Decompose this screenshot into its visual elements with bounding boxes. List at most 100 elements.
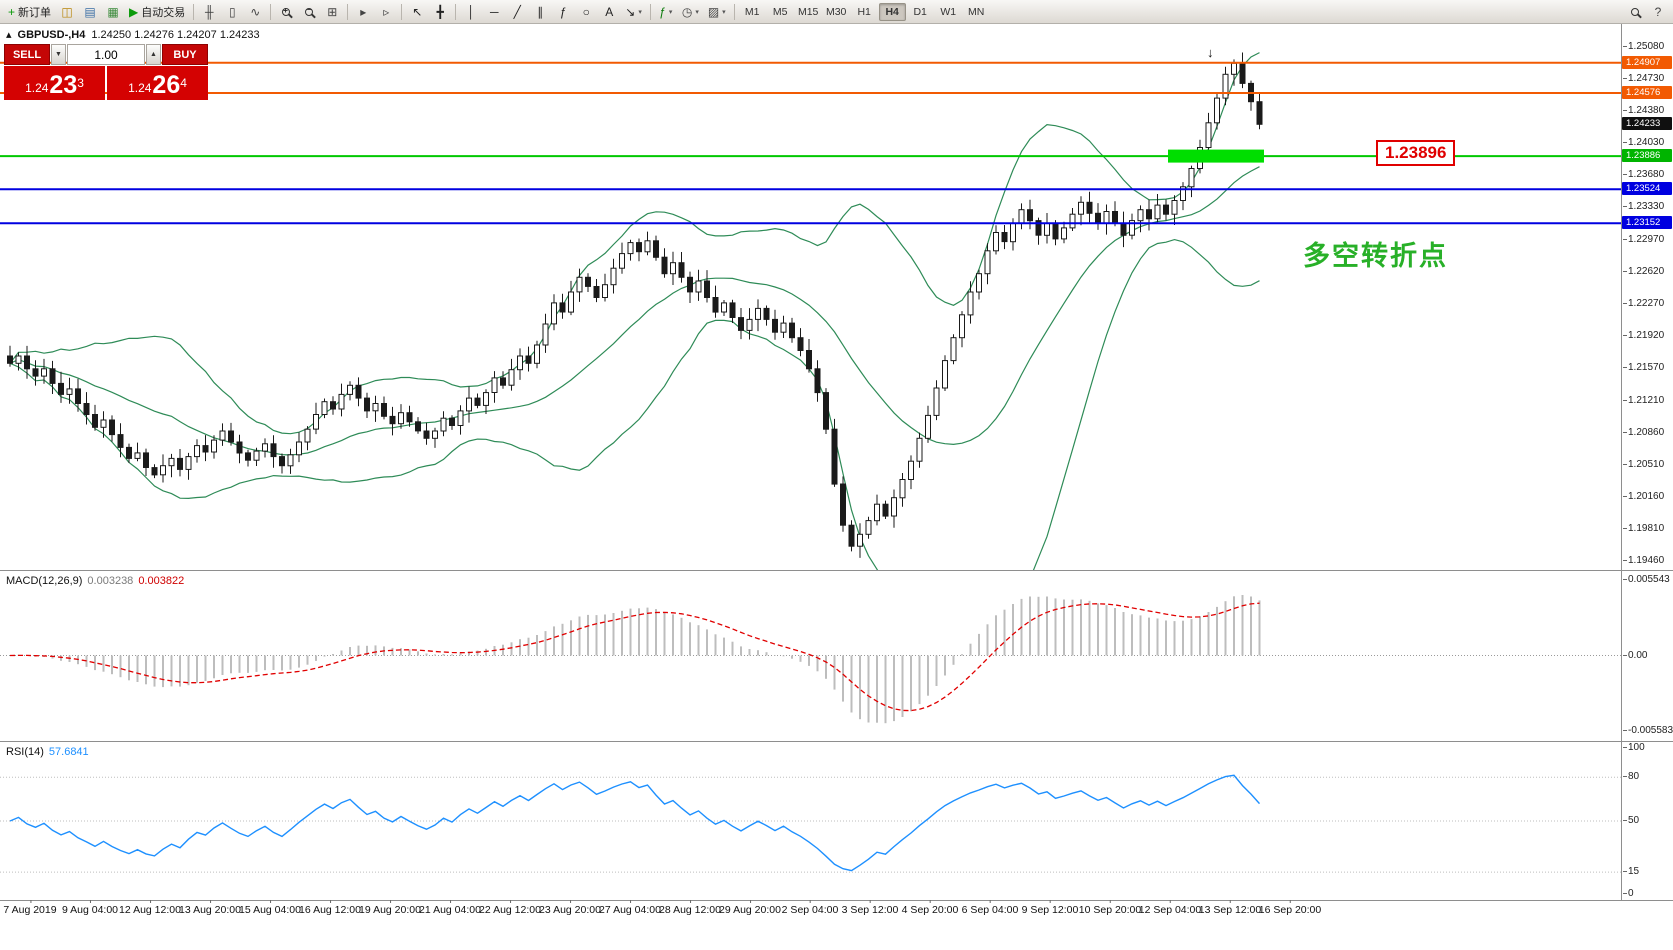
rsi-name: RSI(14)	[6, 746, 44, 758]
arrow-marker[interactable]: ↓	[1207, 45, 1214, 60]
timeframe-w1-button[interactable]: W1	[935, 3, 962, 21]
timeframe-h1-button[interactable]: H1	[851, 3, 878, 21]
fibonacci-tool-button[interactable]: ƒ	[552, 2, 574, 22]
volume-dropdown-button[interactable]: ▼	[51, 44, 66, 65]
candlestick-chart-button[interactable]: ▯	[221, 2, 243, 22]
price-scale-label: 1.24730	[1622, 72, 1665, 84]
rsi-scale-label: 0	[1623, 888, 1634, 899]
sell-price-point: 3	[77, 76, 84, 90]
templates-button[interactable]: ▨ ▾	[704, 2, 730, 22]
rsi-scale-label: 80	[1622, 771, 1640, 783]
sell-price-display[interactable]: 1.24 23 3	[4, 66, 105, 100]
search-button[interactable]	[1624, 2, 1646, 22]
timeframe-m15-button[interactable]: M15	[795, 3, 822, 21]
bar-chart-button[interactable]: ╫	[198, 2, 220, 22]
timeframe-h4-button[interactable]: H4	[878, 2, 906, 21]
autotrading-button[interactable]: ▶ 自动交易	[125, 2, 189, 22]
time-axis-label: 9 Aug 04:00	[61, 900, 119, 916]
profiles-button[interactable]: ▤	[79, 2, 101, 22]
toolbar-button-label: 新订单	[18, 6, 52, 19]
data-window-icon: ▦	[107, 4, 119, 19]
macd-canvas[interactable]	[0, 571, 1621, 740]
indicators-icon: ƒ	[659, 4, 666, 19]
crosshair-button[interactable]: ╋	[429, 2, 451, 22]
price-chart-canvas[interactable]	[0, 24, 1621, 570]
price-scale-label: 1.22970	[1622, 233, 1665, 245]
support-price-callout[interactable]: 1.23896	[1376, 140, 1456, 166]
time-axis[interactable]: 7 Aug 2019 9 Aug 04:00 12 Aug 12:00 13 Aug …	[0, 900, 1621, 920]
arrow-tool-icon: ↘	[625, 4, 636, 19]
zoom-out-button[interactable]	[298, 2, 320, 22]
help-icon: ?	[1654, 4, 1662, 19]
data-window-button[interactable]: ▦	[102, 2, 124, 22]
buy-price-display[interactable]: 1.24 26 4	[107, 66, 208, 100]
text-tool-button[interactable]: A	[598, 2, 620, 22]
buy-button[interactable]: BUY	[162, 44, 208, 65]
fibonacci-icon: ƒ	[559, 4, 567, 19]
price-tag-1.24907: 1.24907	[1622, 55, 1672, 69]
toolbar-separator	[455, 3, 457, 20]
periods-button[interactable]: ◷ ▾	[678, 2, 703, 22]
expand-arrow-icon[interactable]: ▴	[6, 29, 12, 41]
chevron-down-icon: ▾	[695, 8, 699, 16]
time-axis-label: 12 Aug 12:00	[119, 900, 181, 916]
shapes-tool-button[interactable]: ○	[575, 2, 597, 22]
price-scale-label: 1.23330	[1622, 200, 1665, 212]
price-scale-label: 1.21920	[1622, 329, 1665, 341]
panel-separator-macd-rsi[interactable]	[0, 741, 1673, 742]
chart-shift-icon: ▹	[383, 4, 390, 19]
time-axis-label: 15 Aug 04:00	[239, 900, 301, 916]
toolbar-separator	[193, 3, 195, 20]
zoom-in-button[interactable]	[275, 2, 297, 22]
chart-shift-button[interactable]: ▹	[375, 2, 397, 22]
hline-tool-button[interactable]: ─	[483, 2, 505, 22]
arrows-tool-button[interactable]: ↘ ▾	[621, 2, 646, 22]
time-axis-label: 21 Aug 04:00	[419, 900, 481, 916]
time-axis-label: 28 Aug 12:00	[659, 900, 721, 916]
cursor-arrow-icon: ↖	[412, 4, 423, 19]
volume-input[interactable]	[67, 44, 145, 65]
macd-main-value: 0.003238	[87, 575, 134, 587]
time-axis-label: 10 Sep 20:00	[1078, 900, 1142, 916]
help-button[interactable]: ?	[1647, 2, 1669, 22]
ohlc-values: 1.24250 1.24276 1.24207 1.24233	[91, 28, 260, 41]
time-axis-label: 13 Aug 20:00	[179, 900, 241, 916]
chart-window-button[interactable]: ◫	[56, 2, 78, 22]
cursor-button[interactable]: ↖	[406, 2, 428, 22]
time-axis-label: 2 Sep 04:00	[781, 900, 839, 916]
symbol-ohlc-line: ▴ GBPUSD-,H4 1.24250 1.24276 1.24207 1.2…	[6, 28, 260, 42]
timeframe-mn-button[interactable]: MN	[963, 3, 990, 21]
trendline-tool-button[interactable]: ╱	[506, 2, 528, 22]
macd-indicator-label: MACD(12,26,9) 0.003238 0.003822	[6, 575, 184, 587]
timeframe-m5-button[interactable]: M5	[767, 3, 794, 21]
horizontal-line-icon: ─	[489, 4, 499, 19]
time-axis-label: 16 Sep 20:00	[1258, 900, 1322, 916]
auto-scroll-button[interactable]: ▸	[352, 2, 374, 22]
timeframe-d1-button[interactable]: D1	[907, 3, 934, 21]
time-axis-label: 4 Sep 20:00	[901, 900, 959, 916]
line-chart-button[interactable]: ∿	[244, 2, 266, 22]
timeframe-m30-button[interactable]: M30	[823, 3, 850, 21]
vline-tool-button[interactable]: │	[460, 2, 482, 22]
price-tag-1.23524: 1.23524	[1622, 182, 1672, 196]
volume-up-button[interactable]: ▲	[146, 44, 161, 65]
play-icon: ▶	[129, 4, 139, 19]
rsi-canvas[interactable]	[0, 742, 1621, 900]
time-axis-label: 23 Aug 20:00	[539, 900, 601, 916]
indicators-button[interactable]: ƒ ▾	[655, 2, 677, 22]
timeframe-m1-button[interactable]: M1	[739, 3, 766, 21]
price-scale-label: 1.24030	[1622, 136, 1665, 148]
time-axis-label: 16 Aug 12:00	[299, 900, 361, 916]
template-icon: ▨	[707, 4, 720, 19]
price-scale[interactable]: 1.25080 1.24730 1.24380 1.24030 1.23680 1.233…	[1622, 24, 1673, 900]
tile-windows-button[interactable]: ⊞	[321, 2, 343, 22]
turning-point-annotation[interactable]: 多空转折点	[1303, 241, 1448, 271]
sell-button[interactable]: SELL	[4, 44, 50, 65]
channel-tool-button[interactable]: ∥	[529, 2, 551, 22]
new-order-button[interactable]: + 新订单	[4, 2, 55, 22]
panel-separator-main-macd[interactable]	[0, 570, 1673, 571]
macd-scale-label: -0.005583	[1622, 725, 1673, 736]
price-scale-label: 1.21570	[1622, 361, 1665, 373]
